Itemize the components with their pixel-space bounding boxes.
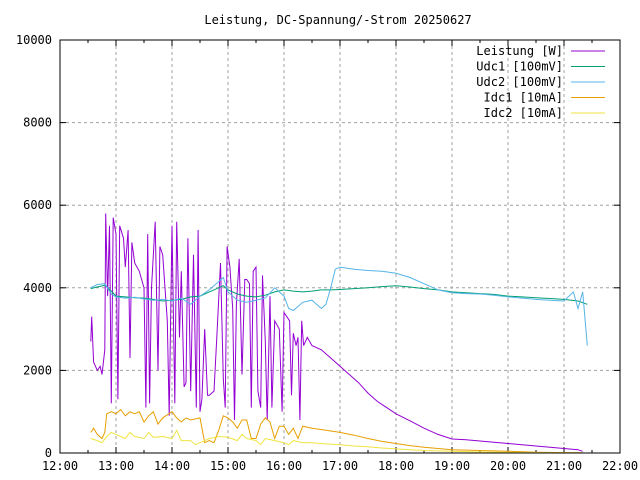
series-group [90,213,588,454]
x-tick-label: 21:00 [546,459,582,473]
series-line-4 [90,429,583,454]
x-tick-label: 15:00 [210,459,246,473]
x-tick-label: 22:00 [602,459,638,473]
axis-ticks: 12:00 13:00 14:00 15:00 16:00 17:00 18:00 19:00… [16,33,638,473]
legend-label: Leistung [W] [476,44,563,58]
x-tick-label: 14:00 [154,459,190,473]
y-tick-label: 0 [45,446,52,460]
y-tick-label: 8000 [23,116,52,130]
series-line-2 [90,266,588,346]
x-tick-label: 16:00 [266,459,302,473]
legend: Leistung [W] Udc1 [100mV]Udc2 [100mV] Idc1… [476,44,605,120]
y-tick-label: 4000 [23,281,52,295]
y-tick-label: 2000 [23,363,52,377]
chart-title: Leistung, DC-Spannung/-Strom 20250627 [204,13,471,27]
plot-border [59,39,621,454]
grid [60,40,620,453]
x-tick-label: 17:00 [322,459,358,473]
x-tick-label: 12:00 [42,459,78,473]
y-tick-label: 6000 [23,198,52,212]
legend-label: Udc2 [100mV] [476,75,563,89]
series-line-3 [90,408,583,454]
x-tick-label: 20:00 [490,459,526,473]
y-tick-label: 10000 [16,33,52,47]
x-tick-label: 19:00 [434,459,470,473]
series-line-0 [90,213,583,452]
legend-label: Idc1 [10mA] [484,91,563,105]
legend-label: Idc2 [10mA] [484,106,563,120]
x-tick-label: 13:00 [98,459,134,473]
x-tick-label: 18:00 [378,459,414,473]
legend-label: Udc1 [100mV] [476,60,563,74]
